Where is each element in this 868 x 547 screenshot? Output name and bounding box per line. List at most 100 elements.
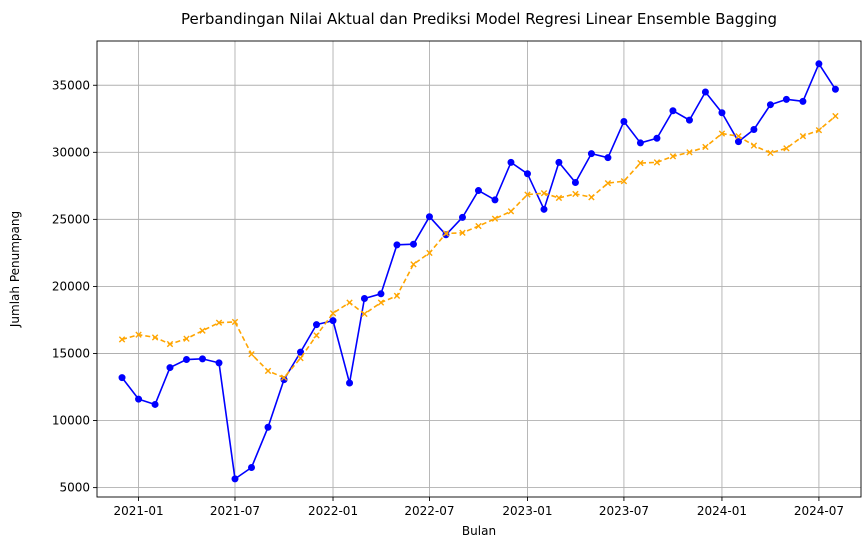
data-point-actual (183, 356, 191, 364)
y-tick-label: 35000 (52, 78, 90, 92)
data-point-actual (458, 213, 466, 221)
data-point-predicted (815, 126, 823, 134)
series-predicted (118, 112, 839, 381)
data-point-actual (766, 101, 774, 109)
data-point-predicted (767, 149, 774, 157)
data-point-actual (815, 60, 823, 68)
data-point-actual (313, 321, 321, 329)
data-point-predicted (669, 153, 677, 160)
data-point-actual (377, 290, 385, 298)
data-point-actual (555, 158, 563, 166)
data-point-actual (231, 475, 239, 483)
data-point-predicted (459, 229, 466, 236)
data-point-actual (734, 138, 742, 146)
data-point-predicted (183, 335, 190, 342)
data-point-actual (782, 95, 790, 103)
data-point-predicted (588, 194, 595, 201)
data-point-actual (151, 400, 159, 408)
chart-title: Perbandingan Nilai Aktual dan Prediksi M… (181, 10, 777, 28)
data-point-actual (571, 178, 579, 186)
data-point-actual (215, 359, 223, 367)
data-point-predicted (686, 149, 693, 156)
data-point-predicted (750, 142, 758, 149)
data-point-actual (540, 205, 548, 213)
data-point-predicted (166, 340, 174, 348)
data-point-actual (198, 355, 206, 363)
data-point-predicted (346, 299, 353, 306)
data-point-predicted (702, 143, 709, 151)
data-point-actual (636, 139, 644, 147)
data-point-actual (393, 241, 401, 249)
data-point-actual (750, 126, 758, 134)
data-point-predicted (264, 367, 272, 375)
x-tick-label: 2021-07 (210, 504, 260, 518)
data-point-predicted (313, 332, 320, 339)
plot-area (97, 41, 861, 497)
data-point-actual (831, 85, 839, 93)
data-point-predicted (783, 145, 790, 152)
data-point-predicted (718, 130, 726, 137)
data-point-predicted (297, 354, 304, 362)
data-point-predicted (151, 334, 159, 341)
data-point-predicted (832, 112, 839, 120)
data-point-actual (360, 295, 368, 303)
x-tick-label: 2024-01 (697, 504, 747, 518)
series-layer (118, 60, 839, 483)
y-tick-label: 30000 (52, 145, 90, 159)
data-point-actual (118, 374, 126, 382)
data-point-predicted (280, 374, 288, 381)
data-point-predicted (735, 133, 742, 140)
plot-frame (96, 40, 862, 498)
data-point-actual (329, 317, 337, 325)
x-tick-label: 2023-07 (599, 504, 649, 518)
data-point-actual (491, 196, 499, 204)
y-tick-label: 25000 (52, 212, 90, 226)
data-point-actual (297, 348, 305, 356)
data-point-predicted (507, 208, 515, 215)
series-actual (118, 60, 839, 483)
x-axis-title: Bulan (462, 524, 496, 538)
data-point-actual (620, 117, 628, 125)
data-point-predicted (393, 292, 401, 300)
data-point-actual (523, 170, 531, 178)
data-point-actual (409, 240, 417, 248)
data-point-predicted (540, 190, 548, 197)
data-point-predicted (248, 350, 255, 358)
data-point-predicted (135, 331, 142, 338)
data-point-predicted (572, 190, 579, 198)
data-point-actual (166, 364, 174, 372)
data-point-predicted (491, 215, 499, 222)
data-point-predicted (377, 299, 385, 306)
data-point-predicted (653, 159, 661, 166)
data-point-predicted (799, 133, 807, 140)
data-point-predicted (215, 319, 223, 326)
data-point-actual (653, 134, 661, 142)
data-point-actual (669, 107, 677, 115)
x-tick-label: 2023-01 (502, 504, 552, 518)
data-point-predicted (361, 310, 368, 318)
data-point-actual (718, 109, 726, 117)
data-point-actual (604, 154, 612, 162)
data-point-predicted (555, 194, 563, 202)
data-point-predicted (199, 327, 206, 334)
data-point-actual (507, 158, 515, 166)
data-point-predicted (604, 179, 612, 187)
grid (97, 41, 861, 497)
data-point-predicted (524, 191, 531, 198)
data-point-predicted (442, 230, 450, 237)
y-tick-label: 20000 (52, 279, 90, 293)
data-point-predicted (620, 177, 628, 185)
data-point-predicted (231, 318, 239, 326)
data-point-actual (685, 116, 693, 124)
x-tick-label: 2022-07 (404, 504, 454, 518)
data-point-actual (346, 379, 354, 387)
y-tick-label: 5000 (59, 481, 90, 495)
x-tick-label: 2021-01 (113, 504, 163, 518)
y-tick-label: 15000 (52, 346, 90, 360)
data-point-predicted (637, 159, 644, 167)
data-point-predicted (410, 261, 417, 268)
data-point-predicted (426, 249, 433, 257)
data-point-actual (701, 88, 709, 96)
data-point-actual (425, 213, 433, 221)
